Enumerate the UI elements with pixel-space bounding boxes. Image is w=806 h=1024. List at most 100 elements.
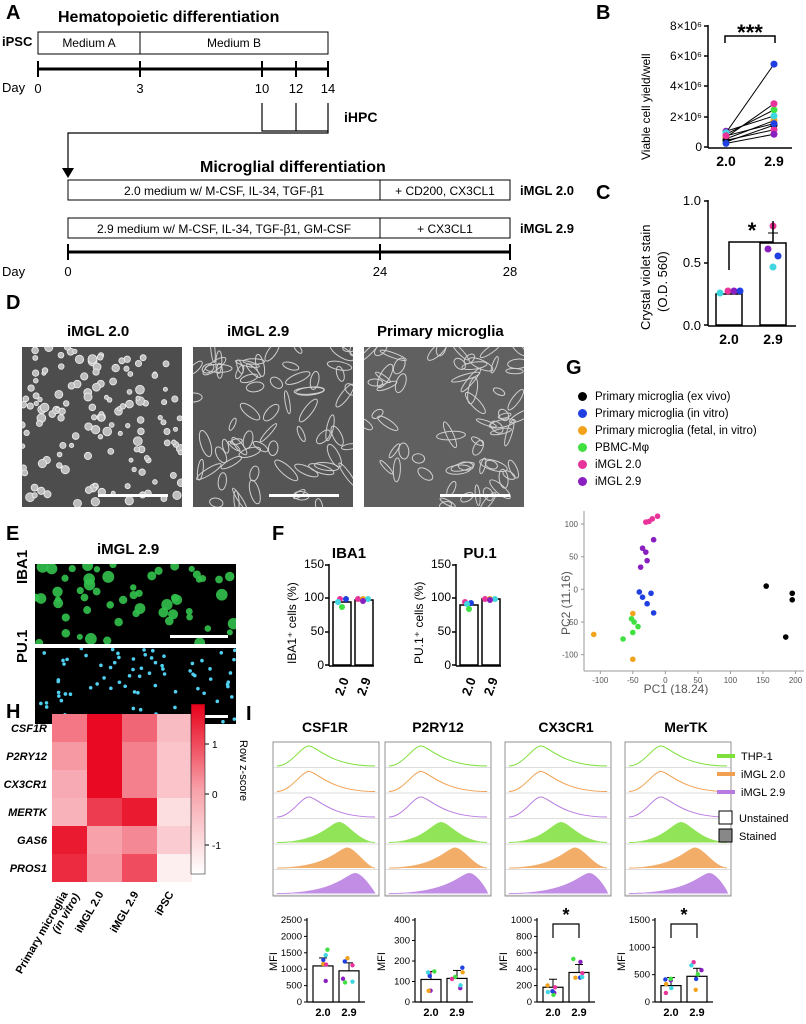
panel-b-sig: *** — [737, 20, 763, 45]
marker-cx3cr1: CX3CR1 — [538, 719, 593, 735]
mfi-xtick: 2.0 — [545, 1007, 560, 1019]
mfi-ytick: 300 — [394, 936, 410, 947]
mfi-ytick: 100 — [394, 977, 410, 988]
panel-f-ylabel-1: IBA1⁺ cells (%) — [285, 582, 299, 664]
histogram-curve — [628, 745, 728, 767]
mfi-xtick: 2.0 — [423, 1007, 438, 1019]
heatmap-col-3: iPSC — [153, 889, 176, 917]
panel-g-ytick: -50 — [566, 618, 578, 627]
histogram-curve — [276, 821, 376, 843]
histogram-curve — [508, 847, 608, 869]
heatmap-cell — [157, 742, 192, 770]
panel-g-ytick: -100 — [562, 651, 579, 660]
pca-point — [789, 597, 796, 603]
panel-c-ytick-0: 0.0 — [683, 318, 701, 333]
panel-g-xtick: 100 — [724, 676, 738, 685]
day-10: 10 — [255, 81, 269, 96]
mfi-point — [663, 981, 669, 987]
histogram-curve — [508, 796, 608, 818]
mfi-sig: * — [562, 905, 569, 925]
panel-f2-ytick-3: 150 — [431, 557, 451, 571]
panel-c-chart: Crystal violet stain (O.D. 560) 0.0 0.5 … — [638, 193, 796, 347]
mfi-ytick: 1000 — [629, 942, 650, 953]
mfi-ytick: 400 — [516, 964, 532, 975]
panel-d-label-2: iMGL 2.9 — [227, 323, 290, 340]
panel-f-ytick-2: 100 — [304, 590, 324, 604]
mfi-point — [663, 977, 668, 982]
pca-point — [639, 545, 646, 552]
mfi-point — [579, 974, 585, 980]
panel-label-b: B — [596, 2, 611, 24]
panel-h-heatmap: CSF1R P2RY12 CX3CR1 MERTK GAS6 PROS1 Pri… — [4, 703, 249, 976]
histogram-curve — [628, 796, 728, 818]
panel-b-point — [770, 60, 778, 68]
mfi-point — [668, 976, 673, 982]
heatmap-cell — [122, 798, 157, 826]
heatmap-cell — [157, 854, 192, 882]
heatmap-cell — [157, 826, 192, 854]
panel-f2-bar-20 — [459, 604, 479, 666]
panel-c-ylabel-1: Crystal violet stain — [638, 225, 653, 330]
heatmap-cell — [52, 742, 87, 770]
ipsc-label: iPSC — [2, 34, 33, 49]
histogram-curve — [388, 745, 488, 767]
pca-point — [630, 610, 636, 617]
panel-label-d: D — [6, 292, 21, 314]
mfi-point — [699, 968, 704, 973]
panel-b-point — [770, 130, 778, 138]
legend-text: iMGL 2.9 — [595, 475, 642, 488]
legend-dot — [578, 477, 587, 486]
microglial-title: Microglial differentiation — [200, 159, 386, 176]
histogram-curve — [628, 847, 728, 869]
legend-dot — [578, 409, 587, 418]
histogram-curve — [508, 770, 608, 792]
panel-b-ytick-0: 0 — [695, 140, 702, 154]
marker-p2ry12: P2RY12 — [412, 719, 464, 735]
mfi-ytick: 500 — [634, 970, 650, 981]
panel-g-ytick: 100 — [565, 520, 579, 529]
colorbar — [190, 703, 206, 875]
panel-f-title-2: PU.1 — [463, 545, 496, 562]
panel-label-g: G — [566, 357, 582, 379]
panel-f2-ytick-2: 100 — [431, 590, 451, 604]
legend-item: iMGL 2.9 — [578, 473, 804, 490]
panel-b-point — [770, 100, 778, 108]
mfi-point — [573, 975, 578, 980]
mfi-xtick: 2.0 — [663, 1007, 678, 1019]
panel-b-pair-line — [725, 63, 775, 134]
panel-label-i: I — [246, 703, 252, 725]
cbar-tick-m1: -1 — [212, 841, 221, 852]
mfi-point — [323, 978, 328, 984]
mfi-point — [578, 959, 583, 965]
mfi-xtick: 2.9 — [571, 1007, 586, 1019]
legend-label: THP-1 — [741, 751, 773, 763]
heatmap-row-0: CSF1R — [11, 723, 47, 735]
panel-f2-ytick-0: 0 — [444, 658, 451, 672]
mfi-point — [693, 987, 698, 993]
legend-item: Primary microglia (ex vivo) — [578, 388, 804, 405]
panel-f-ytick-3: 150 — [304, 557, 324, 571]
heatmap-cell — [87, 714, 122, 742]
pca-point — [789, 590, 796, 597]
heatmap-cell — [157, 798, 192, 826]
legend-item: Primary microglia (fetal, in vitro) — [578, 422, 804, 439]
panel-b-ylabel: Viable cell yield/well — [639, 54, 653, 161]
pca-point — [654, 513, 661, 520]
pca-point — [631, 619, 637, 625]
day-12: 12 — [289, 81, 303, 96]
mfi-ytick: 0 — [405, 997, 410, 1008]
heatmap-cell — [52, 826, 87, 854]
histogram-curve — [276, 872, 376, 894]
pca-point — [620, 636, 626, 642]
mfi-point — [695, 972, 700, 977]
imgl20-label: iMGL 2.0 — [520, 183, 574, 198]
mfi-point — [691, 960, 696, 965]
day-3: 3 — [136, 81, 143, 96]
panel-c-xtick-1: 2.9 — [763, 331, 783, 347]
day2-24: 24 — [373, 264, 387, 279]
pca-point — [782, 634, 789, 640]
mfi-ytick: 400 — [394, 915, 410, 926]
box-20-label: 2.0 medium w/ M-CSF, IL-34, TGF-β1 — [124, 184, 324, 198]
legend-text: iMGL 2.0 — [595, 458, 642, 471]
panel-i-flow: CSF1R P2RY12 CX3CR1 MerTK 05001000150020… — [268, 719, 789, 1019]
